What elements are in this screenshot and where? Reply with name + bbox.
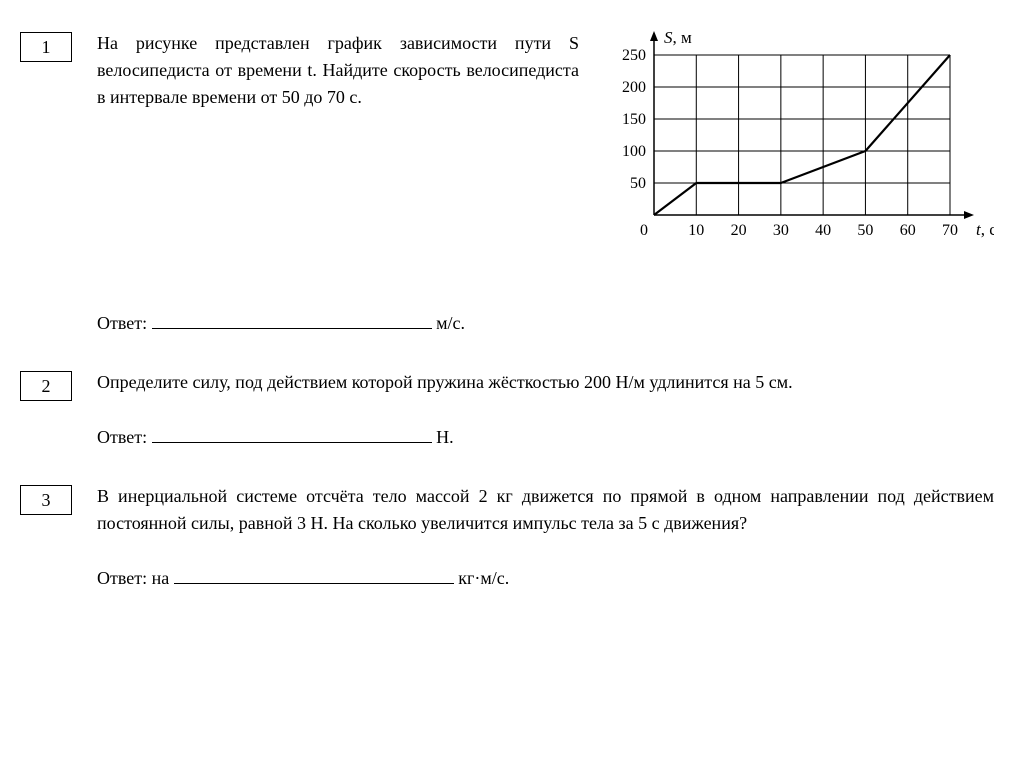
problem-1-row: На рисунке представлен график зависимост…: [97, 30, 994, 265]
chart-container: 50 100 150 200 250 10 20 30 40 50 60 70 0 S, м t, с: [594, 30, 994, 265]
problem-number-box: 2: [20, 371, 72, 401]
answer-row: Ответ: Н.: [97, 424, 994, 448]
svg-text:40: 40: [815, 222, 831, 239]
problem-2: 2 Определите силу, под действием которой…: [20, 369, 994, 448]
svg-text:150: 150: [622, 111, 646, 128]
answer-unit: м/с.: [436, 313, 465, 333]
answer-blank: [152, 424, 432, 443]
svg-text:30: 30: [773, 222, 789, 239]
problem-number-box: 1: [20, 32, 72, 62]
answer-blank: [152, 310, 432, 329]
svg-text:200: 200: [622, 79, 646, 96]
svg-text:50: 50: [630, 175, 646, 192]
problem-number: 3: [42, 490, 51, 511]
problem-content: В инерциальной системе отсчёта тело масс…: [97, 483, 994, 589]
problem-content: Определите силу, под действием которой п…: [97, 369, 994, 448]
svg-text:70: 70: [942, 222, 958, 239]
answer-row: Ответ: м/с.: [97, 310, 994, 334]
answer-label: Ответ:: [97, 427, 147, 447]
distance-time-chart: 50 100 150 200 250 10 20 30 40 50 60 70 0 S, м t, с: [594, 30, 994, 260]
svg-text:50: 50: [857, 222, 873, 239]
answer-unit: кг·м/с.: [458, 568, 509, 588]
svg-text:100: 100: [622, 143, 646, 160]
svg-text:10: 10: [688, 222, 704, 239]
svg-text:60: 60: [900, 222, 916, 239]
problem-text: Определите силу, под действием которой п…: [97, 369, 994, 396]
svg-text:S, м: S, м: [664, 30, 692, 47]
answer-blank: [174, 565, 454, 584]
svg-text:20: 20: [731, 222, 747, 239]
problem-text: На рисунке представлен график зависимост…: [97, 30, 579, 111]
problem-content: На рисунке представлен график зависимост…: [97, 30, 994, 334]
svg-text:t, с: t, с: [976, 220, 994, 239]
answer-label: Ответ: на: [97, 568, 169, 588]
svg-text:0: 0: [640, 222, 648, 239]
problem-number-box: 3: [20, 485, 72, 515]
answer-unit: Н.: [436, 427, 454, 447]
svg-text:250: 250: [622, 47, 646, 64]
problem-1: 1 На рисунке представлен график зависимо…: [20, 30, 994, 334]
problem-text: В инерциальной системе отсчёта тело масс…: [97, 483, 994, 537]
problem-number: 1: [42, 37, 51, 58]
problem-3: 3 В инерциальной системе отсчёта тело ма…: [20, 483, 994, 589]
answer-row: Ответ: на кг·м/с.: [97, 565, 994, 589]
answer-label: Ответ:: [97, 313, 147, 333]
problem-number: 2: [42, 376, 51, 397]
